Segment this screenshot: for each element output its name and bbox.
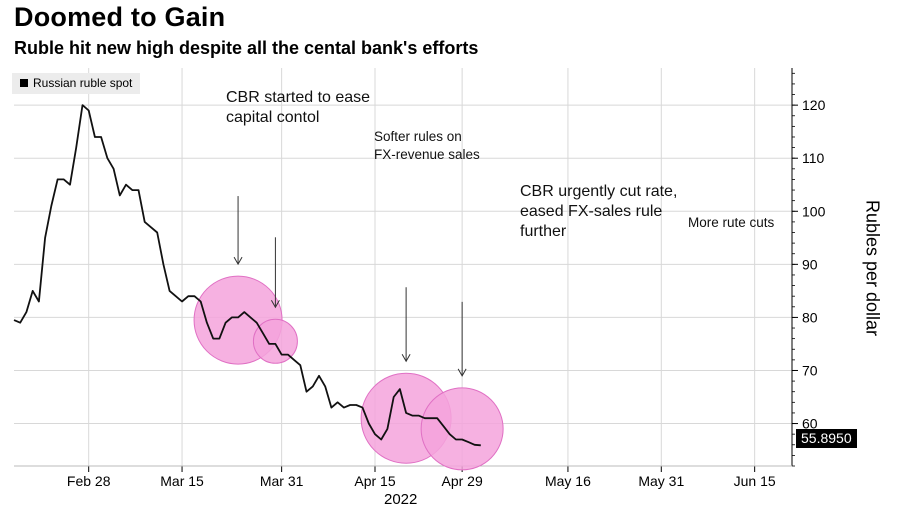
y-tick-label: 90 (802, 256, 818, 272)
annotation-line: FX-revenue sales (374, 147, 480, 162)
y-tick-label: 70 (802, 362, 818, 378)
annotation-line: eased FX-sales rule (520, 203, 663, 220)
annotation-line: further (520, 223, 567, 240)
annotation-arrowhead (457, 368, 467, 377)
y-tick-label: 120 (802, 97, 826, 113)
y-tick-label: 110 (802, 150, 825, 166)
annotation-line: CBR started to ease (226, 89, 371, 106)
x-tick-label: Apr 15 (354, 473, 395, 489)
chart-subtitle: Ruble hit new high despite all the centa… (14, 38, 479, 58)
x-tick-label: Apr 29 (442, 473, 483, 489)
y-tick-label: 80 (802, 309, 818, 325)
annotation-ease-capital-control: CBR started to ease capital contol (226, 88, 370, 128)
annotation-arrowhead (233, 256, 243, 266)
annotation-line: CBR urgently cut rate, (520, 183, 678, 200)
legend: Russian ruble spot (12, 73, 141, 94)
highlight-circle (420, 387, 504, 471)
annotation-line: More rute cuts (688, 215, 775, 230)
x-axis-year-label: 2022 (384, 491, 418, 508)
x-tick-label: May 31 (638, 473, 684, 489)
x-tick-label: Mar 15 (160, 473, 204, 489)
annotation-more-rate-cuts: More rute cuts (688, 214, 774, 232)
x-tick-label: Jun 15 (734, 473, 776, 489)
annotation-urgent-rate-cut: CBR urgently cut rate, eased FX-sales ru… (520, 182, 677, 242)
annotation-line: Softer rules on (374, 129, 462, 144)
highlight-circle (252, 318, 298, 364)
x-tick-label: Mar 31 (260, 473, 304, 489)
y-tick-label: 60 (802, 416, 818, 432)
legend-swatch (20, 79, 28, 87)
y-axis-label: Rubles per dollar (862, 199, 883, 337)
annotation-line: capital contol (226, 109, 320, 126)
annotation-arrowhead (401, 353, 411, 363)
annotation-arrowhead (270, 300, 280, 309)
annotation-softer-rules: Softer rules on FX-revenue sales (374, 128, 480, 164)
chart-title: Doomed to Gain (14, 2, 226, 32)
y-tick-label: 100 (802, 203, 826, 219)
x-tick-label: May 16 (545, 473, 591, 489)
x-tick-label: Feb 28 (67, 473, 111, 489)
series-line-russian-ruble-spot (13, 104, 481, 447)
legend-label: Russian ruble spot (33, 76, 133, 90)
last-value-label: 55.8950 (796, 429, 857, 448)
